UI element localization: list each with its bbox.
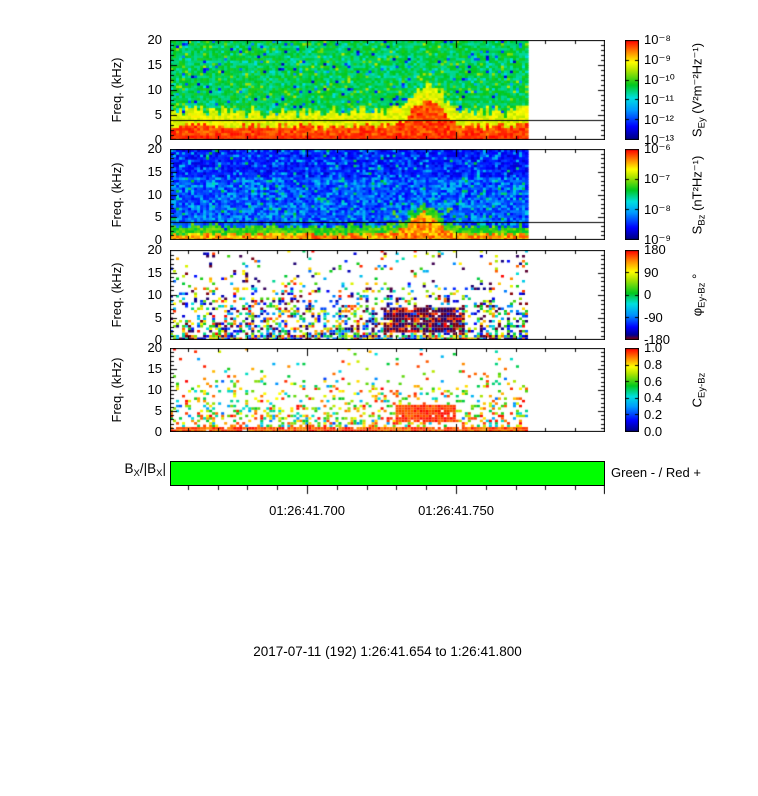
y-tick-label: 20 (147, 340, 162, 355)
colorbar-tick-label: 10⁻⁷ (644, 171, 671, 187)
y-tick-label: 15 (147, 264, 162, 280)
colorbar-tick-label: 10⁻⁸ (644, 201, 671, 217)
colorbar-tick-label: 0 (644, 287, 652, 302)
colorbar-tick-label: 10⁻⁹ (644, 52, 671, 67)
colorbar-tick-label: 0.4 (644, 390, 663, 406)
colorbar-tick-label: 10⁻⁹ (644, 232, 671, 247)
coh-spectrogram-canvas (170, 348, 605, 432)
colorbar-tick-label: 0.8 (644, 356, 663, 372)
colorbar-title-units: ° (689, 273, 705, 283)
colorbar-title-base: S (689, 128, 705, 138)
bx-bar-label-sub1: X (133, 468, 140, 479)
colorbar-tick-label: 10⁻⁶ (644, 141, 671, 156)
y-tick-label: 0 (154, 332, 162, 347)
freq-axis-label: Freq. (kHz) (109, 357, 124, 423)
colorbar-title-base: C (689, 397, 705, 408)
y-tick-label: 5 (154, 209, 162, 225)
colorbar-title-units: (nT²Hz⁻¹) (689, 155, 705, 215)
y-tick-label: 20 (147, 32, 162, 47)
caption: 2017-07-11 (192) 1:26:41.654 to 1:26:41.… (253, 644, 522, 659)
colorbar-tick-label: 10⁻¹⁰ (644, 72, 675, 87)
colorbar-title-sub: Ey (696, 117, 708, 129)
y-tick-label: 10 (147, 82, 162, 97)
colorbar-title-base: φ (689, 307, 705, 317)
colorbar-tick-label: 10⁻¹¹ (644, 92, 674, 107)
sbz-colorbar-title: SBz (nT²Hz⁻¹) (689, 155, 710, 234)
colorbar-tick-label: 10⁻⁸ (644, 32, 671, 47)
coh-colorbar-title: CEy-Bz (689, 372, 710, 408)
y-tick-label: 10 (147, 382, 162, 397)
colorbar-title-sub: Ey-Bz (696, 282, 708, 308)
sey-colorbar-title: SEy (V²m⁻²Hz⁻¹) (689, 42, 710, 138)
colorbar-tick-label: 0.0 (644, 424, 663, 439)
bx-bar-label-sub2: X (156, 468, 163, 479)
y-tick-label: 0 (154, 232, 162, 247)
y-tick-label: 10 (147, 287, 162, 302)
time-tick-label: 01:26:41.750 (418, 503, 494, 518)
phase-spectrogram-canvas (170, 250, 605, 340)
y-tick-label: 0 (154, 132, 162, 147)
y-tick-label: 15 (147, 361, 162, 376)
bx-bar-label-end: | (162, 461, 166, 476)
colorbar-tick-label: -180 (644, 332, 671, 347)
y-tick-label: 10 (147, 186, 162, 202)
freq-axis-label: Freq. (kHz) (109, 57, 124, 123)
colorbar-tick-label: 1.0 (644, 340, 663, 355)
colorbar-tick-label: 0.6 (644, 373, 663, 389)
time-axis-ticks (170, 486, 605, 498)
sey-colorbar (625, 40, 639, 140)
bx-bar-label-mid: /|B (139, 461, 157, 476)
colorbar-title-sub: Ey-Bz (696, 372, 708, 398)
colorbar-tick-label: 0.2 (644, 407, 663, 423)
colorbar-title-units: (V²m⁻²Hz⁻¹) (689, 42, 705, 118)
freq-axis-label: Freq. (kHz) (109, 162, 124, 227)
phase-colorbar-title: φEy-Bz ° (689, 273, 710, 317)
bx-bar-label: BX/|BX| (96, 461, 166, 479)
freq-axis-label: Freq. (kHz) (109, 262, 124, 328)
sbz-spectrogram-canvas (170, 149, 605, 240)
time-tick-label: 01:26:41.700 (269, 503, 345, 518)
y-tick-label: 15 (147, 57, 162, 72)
colorbar-tick-label: 90 (644, 264, 659, 280)
colorbar-tick-label: 10⁻¹² (644, 112, 674, 127)
y-tick-label: 15 (147, 163, 162, 179)
bx-polarity-bar (170, 461, 605, 486)
polarity-legend: Green - / Red + (611, 465, 701, 480)
phase-colorbar (625, 250, 639, 340)
bx-bar-label-text: B (124, 461, 134, 476)
colorbar-title-base: S (689, 225, 705, 234)
colorbar-tick-label: 10⁻¹³ (644, 132, 674, 147)
colorbar-title-sub: Bz (696, 214, 708, 226)
y-tick-label: 5 (154, 107, 162, 122)
sbz-colorbar (625, 149, 639, 240)
coh-colorbar (625, 348, 639, 432)
colorbar-tick-label: -90 (644, 309, 663, 325)
colorbar-tick-label: 180 (644, 242, 666, 257)
y-tick-label: 5 (154, 309, 162, 325)
sey-spectrogram-canvas (170, 40, 605, 140)
y-tick-label: 0 (154, 424, 162, 439)
y-tick-label: 20 (147, 141, 162, 156)
y-tick-label: 5 (154, 403, 162, 418)
y-tick-label: 20 (147, 242, 162, 257)
